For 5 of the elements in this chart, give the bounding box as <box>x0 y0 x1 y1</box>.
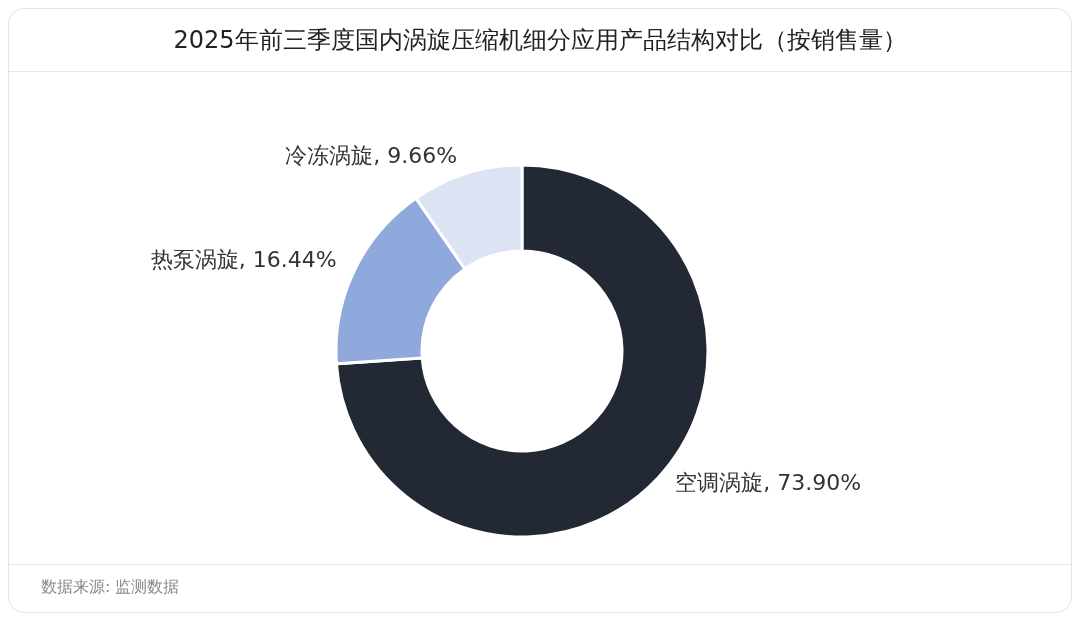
chart-title: 2025年前三季度国内涡旋压缩机细分应用产品结构对比（按销售量） <box>9 9 1071 72</box>
slice-label: 冷冻涡旋, 9.66% <box>285 142 458 168</box>
source-note: 数据来源: 监测数据 <box>41 577 181 598</box>
slice-label: 热泵涡旋, 16.44% <box>150 246 337 272</box>
slice-label: 空调涡旋, 73.90% <box>675 469 862 495</box>
